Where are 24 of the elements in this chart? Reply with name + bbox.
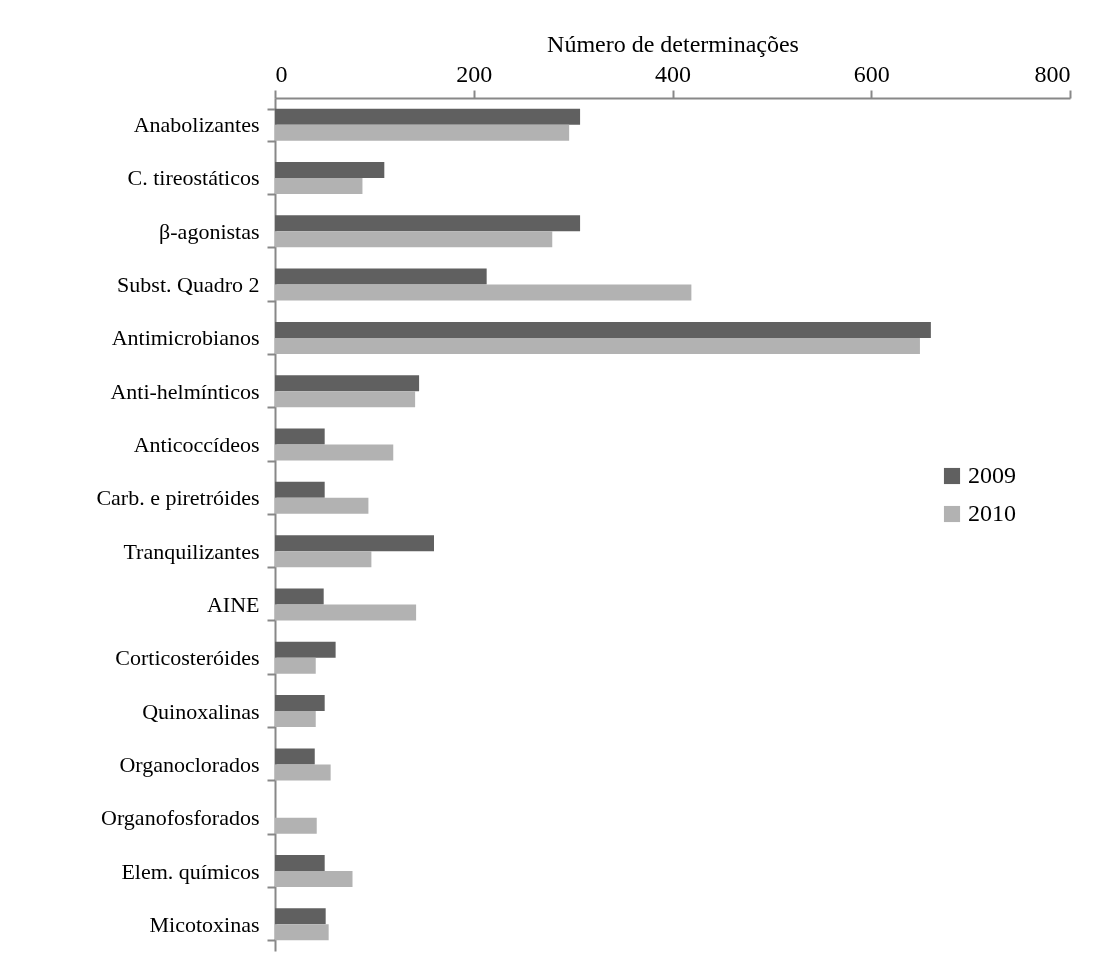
y-tick-label: Anticoccídeos [133, 432, 260, 458]
y-tick-label: β-agonistas [159, 218, 260, 244]
y-tick-label: Organoclorados [119, 751, 260, 777]
x-tick-label: 600 [853, 60, 890, 87]
x-tick-label: 0 [275, 60, 288, 87]
y-tick-label: Quinoxalinas [142, 698, 260, 724]
y-tick-label: Carb. e piretróides [96, 485, 260, 511]
y-tick-label: Anti-helmínticos [110, 378, 260, 404]
x-tick-label: 400 [655, 60, 691, 87]
x-axis-title: Número de determinações [547, 30, 799, 57]
legend-label: 2010 [968, 500, 1016, 526]
y-tick-label: Organofosforados [101, 805, 260, 831]
y-tick-label: Tranquilizantes [123, 538, 260, 564]
y-tick-label: C. tireostáticos [127, 165, 260, 191]
y-tick-label: Antimicrobianos [111, 325, 260, 351]
x-tick-label: 200 [456, 60, 493, 87]
y-tick-label: Corticosteróides [115, 645, 260, 671]
x-tick-label: 800 [1034, 60, 1071, 87]
y-tick-label: Elem. químicos [121, 858, 260, 884]
y-tick-label: Subst. Quadro 2 [117, 272, 260, 298]
y-tick-label: AINE [206, 591, 260, 617]
y-tick-label: Micotoxinas [149, 911, 260, 937]
legend-label: 2009 [968, 462, 1016, 488]
y-tick-label: Anabolizantes [133, 112, 260, 138]
